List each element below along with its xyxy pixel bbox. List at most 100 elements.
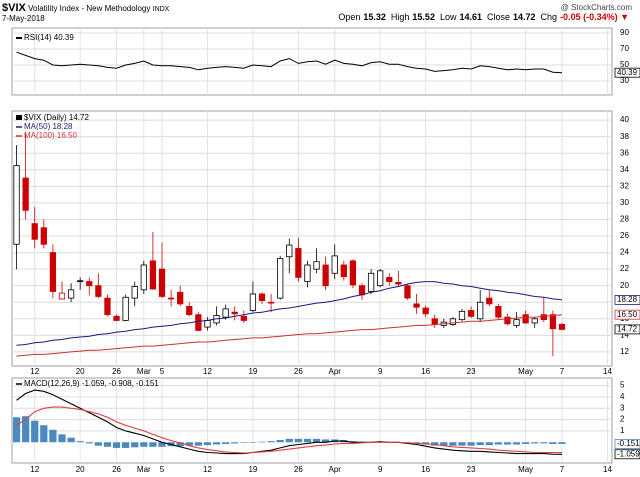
- y-tick-label: 38: [620, 132, 629, 141]
- last-value-label: 16.50: [617, 310, 638, 319]
- quote-value: 15.32: [363, 12, 386, 22]
- last-value-box: [614, 449, 640, 460]
- x-tick-label: 12: [30, 465, 39, 474]
- candle-body: [522, 314, 529, 324]
- histogram-bar: [258, 441, 266, 443]
- quote-label: Chg: [540, 12, 558, 22]
- histogram-bar: [467, 442, 475, 446]
- y-tick-label: 5: [620, 381, 625, 390]
- legend-swatch: [16, 115, 22, 120]
- histogram-bar: [476, 442, 484, 446]
- x-tick-label: 20: [76, 465, 85, 474]
- y-tick-label: 90: [620, 28, 629, 37]
- panel-frame: [11, 377, 613, 464]
- x-tick-label: 14: [603, 465, 612, 474]
- credit: @ StockCharts.com: [560, 3, 632, 12]
- candle-body: [204, 320, 211, 328]
- candle-body: [249, 293, 257, 311]
- exchange: INDX: [152, 6, 170, 13]
- candle-body: [322, 264, 329, 287]
- histogram-bar: [140, 442, 148, 447]
- candle-body: [22, 177, 29, 211]
- y-tick-label: 12: [620, 347, 629, 356]
- x-tick-label: 26: [112, 465, 121, 474]
- x-tick-label: May: [518, 367, 533, 376]
- histogram-bar: [285, 438, 293, 443]
- candle-body: [267, 301, 275, 304]
- last-value-label: 18.28: [617, 295, 638, 304]
- x-tick-label: Apr: [329, 367, 342, 376]
- x-tick-label: Apr: [329, 465, 342, 474]
- x-tick-label: 20: [76, 367, 85, 376]
- histogram-bar: [540, 442, 548, 444]
- y-tick-label: 28: [620, 215, 629, 224]
- histogram-bar: [76, 441, 84, 443]
- candle-body: [449, 318, 457, 326]
- candle-body: [40, 227, 47, 245]
- histogram-bar: [440, 442, 448, 446]
- candle-body: [531, 318, 538, 324]
- candle-body: [549, 314, 557, 330]
- histogram-bar: [494, 442, 502, 445]
- histogram-bar: [512, 442, 521, 445]
- candle-body: [313, 261, 320, 270]
- candle-body: [186, 305, 193, 316]
- x-tick-label: 5: [160, 367, 165, 376]
- candle-body: [467, 310, 475, 317]
- candle-body: [177, 291, 184, 305]
- last-value-box: [614, 67, 640, 78]
- candle-body: [122, 296, 129, 321]
- candle-body: [58, 292, 66, 300]
- histogram-bar: [303, 438, 312, 443]
- candle-body: [331, 255, 338, 274]
- candle-body: [222, 308, 229, 318]
- candle-body: [340, 264, 347, 277]
- x-tick-label: 9: [378, 465, 383, 474]
- series-line: [16, 51, 563, 74]
- histogram-bar: [131, 442, 139, 448]
- histogram-bar: [212, 442, 221, 445]
- candle-body: [277, 257, 284, 299]
- quote-value: -0.05 (-0.34%) ▼: [560, 12, 629, 22]
- x-tick-label: 12: [30, 367, 39, 376]
- histogram-bar: [449, 442, 457, 446]
- histogram-bar: [267, 441, 275, 443]
- series-line: [16, 281, 563, 346]
- y-tick-label: 26: [620, 231, 629, 240]
- y-tick-label: 70: [620, 44, 629, 53]
- histogram-bar: [312, 438, 321, 443]
- instrument-name: Volatility Index - New Methodology: [28, 4, 151, 13]
- y-tick-label: 20: [620, 281, 629, 290]
- x-tick-label: 9: [378, 367, 383, 376]
- histogram-bar: [349, 441, 357, 443]
- last-value-label: -1.059: [617, 449, 640, 458]
- quote-value: 15.52: [412, 12, 435, 22]
- candle-body: [349, 260, 357, 286]
- candle-body: [258, 293, 266, 301]
- histogram-bar: [422, 442, 430, 445]
- title-row: $VIX Volatility Index - New Methodology …: [2, 2, 169, 14]
- candle-body: [195, 314, 202, 331]
- candle-body: [304, 264, 311, 282]
- legend-entry: $VIX (Daily) 14.72: [24, 113, 89, 122]
- quote-label: Close: [487, 12, 511, 22]
- histogram-bar: [503, 442, 512, 445]
- histogram-bar: [522, 442, 530, 444]
- candle-body: [67, 289, 75, 299]
- x-tick-label: 7: [560, 367, 565, 376]
- x-tick-label: 26: [294, 367, 303, 376]
- candle-body: [413, 303, 420, 308]
- y-tick-label: 30: [620, 198, 629, 207]
- candle-body: [86, 281, 93, 287]
- x-tick-label: Mar: [137, 367, 151, 376]
- last-value-box: [614, 309, 640, 320]
- candle-body: [540, 314, 547, 321]
- y-tick-label: 50: [620, 60, 629, 69]
- x-tick-label: 26: [294, 465, 303, 474]
- histogram-bar: [458, 442, 466, 446]
- x-tick-label: 19: [248, 367, 257, 376]
- x-tick-label: 16: [421, 465, 430, 474]
- candle-body: [49, 252, 57, 292]
- y-tick-label: 14: [620, 330, 629, 339]
- last-value-box: [614, 324, 640, 335]
